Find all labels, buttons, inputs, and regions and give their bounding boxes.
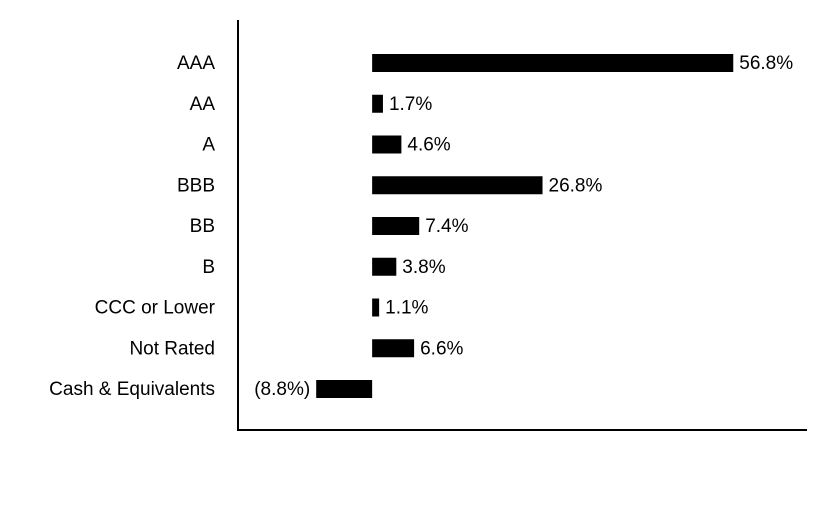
y-tick-label: CCC or Lower <box>95 298 216 319</box>
value-label: 26.8% <box>549 175 603 196</box>
bar <box>372 54 734 72</box>
value-label: 1.7% <box>389 94 432 115</box>
bar <box>372 176 543 195</box>
y-tick-label: BB <box>190 216 215 237</box>
y-tick-label: AA <box>190 94 216 115</box>
value-label: 4.6% <box>407 135 450 156</box>
y-tick-label: Not Rated <box>129 338 215 359</box>
bar <box>372 135 402 154</box>
y-tick-label: B <box>202 257 215 278</box>
y-tick-label: BBB <box>177 175 215 196</box>
value-label: 6.6% <box>420 338 463 359</box>
value-label: (8.8%) <box>254 379 310 400</box>
bar <box>372 257 397 276</box>
y-tick-label: AAA <box>177 53 215 74</box>
y-tick-label: A <box>202 135 215 156</box>
value-label: 1.1% <box>385 298 428 319</box>
bar <box>316 380 373 398</box>
y-tick-label: Cash & Equivalents <box>49 379 215 400</box>
bar <box>372 94 383 113</box>
value-label: 56.8% <box>739 53 793 74</box>
value-label: 3.8% <box>402 257 445 278</box>
bar <box>372 339 415 358</box>
bar <box>372 298 380 317</box>
value-label: 7.4% <box>425 216 468 237</box>
bar <box>372 217 420 235</box>
